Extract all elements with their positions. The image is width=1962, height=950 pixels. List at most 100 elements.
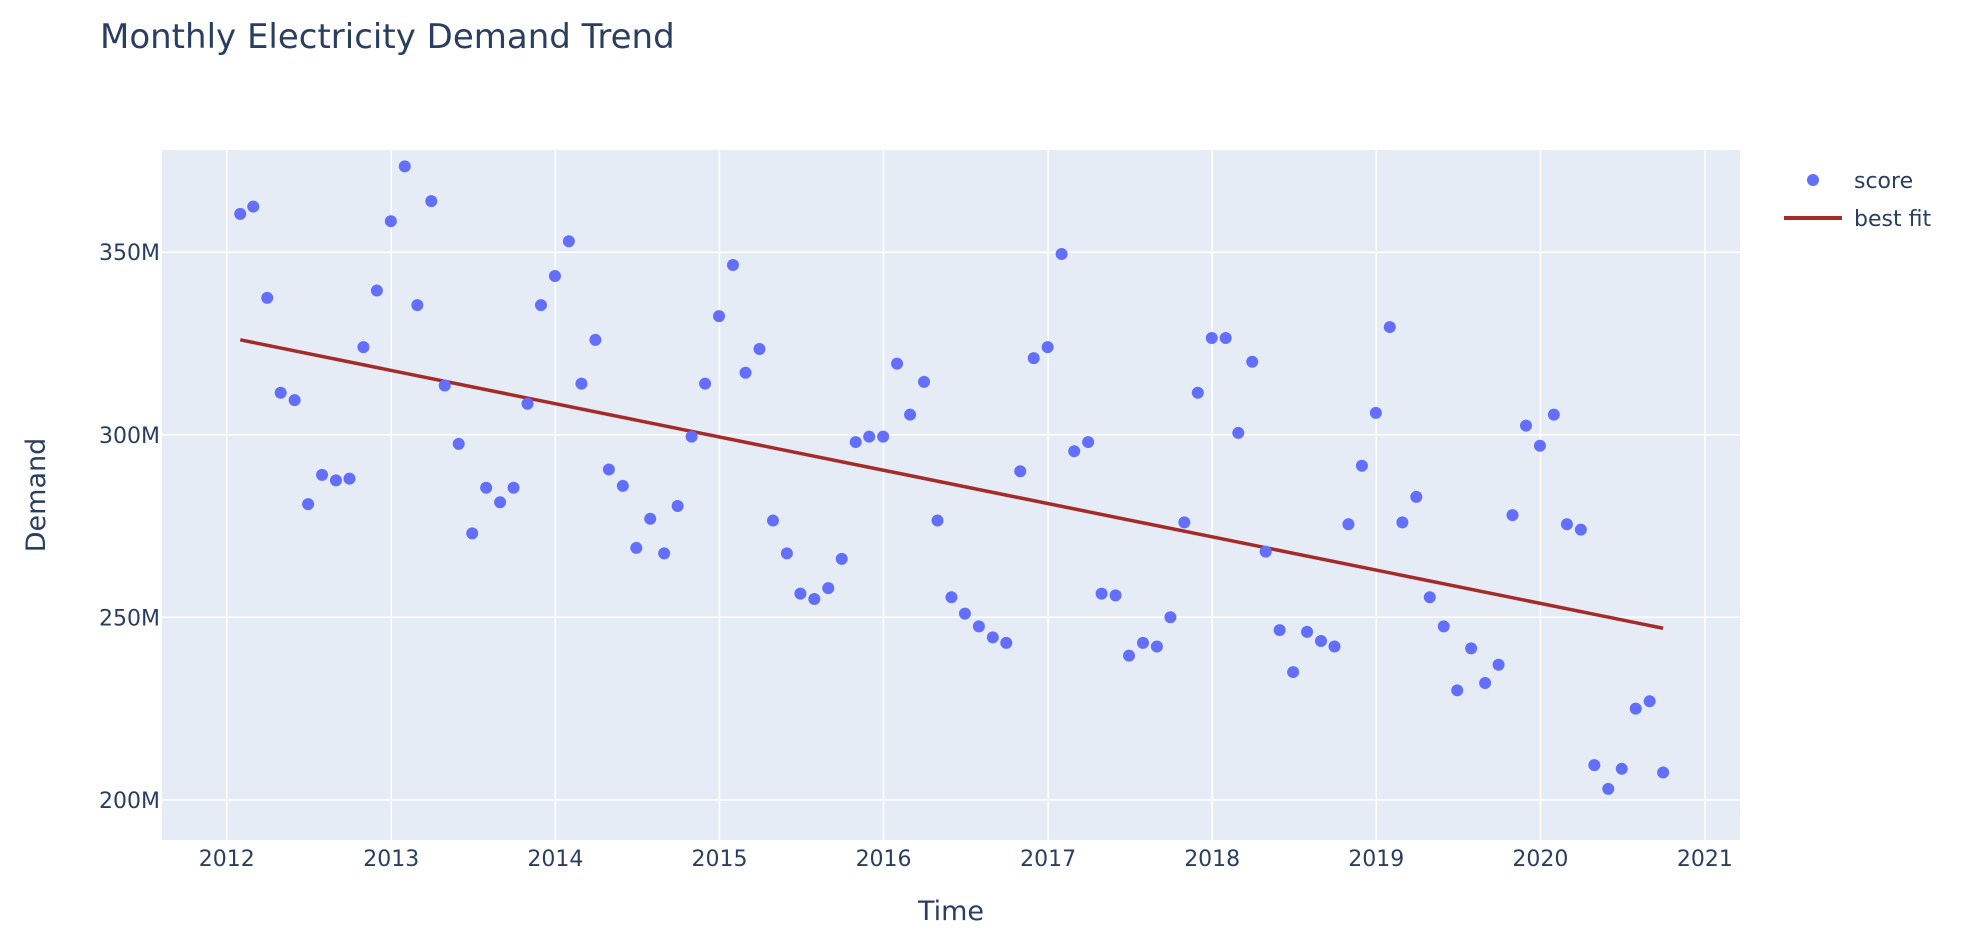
- score-point[interactable]: [1423, 591, 1436, 604]
- score-point[interactable]: [466, 527, 479, 540]
- score-point[interactable]: [1602, 782, 1615, 795]
- score-point[interactable]: [739, 366, 752, 379]
- score-point[interactable]: [1588, 759, 1601, 772]
- score-point[interactable]: [1301, 625, 1314, 638]
- score-point[interactable]: [274, 386, 287, 399]
- score-point[interactable]: [766, 514, 779, 527]
- score-point[interactable]: [1520, 419, 1533, 432]
- score-point[interactable]: [753, 342, 766, 355]
- score-point[interactable]: [302, 498, 315, 511]
- score-point[interactable]: [329, 474, 342, 487]
- score-point[interactable]: [1369, 406, 1382, 419]
- score-point[interactable]: [480, 481, 493, 494]
- score-point[interactable]: [384, 215, 397, 228]
- score-point[interactable]: [1560, 518, 1573, 531]
- score-point[interactable]: [658, 547, 671, 560]
- score-point[interactable]: [891, 357, 904, 370]
- score-point[interactable]: [835, 552, 848, 565]
- score-point[interactable]: [575, 377, 588, 390]
- score-point[interactable]: [1657, 766, 1670, 779]
- score-point[interactable]: [316, 468, 329, 481]
- score-point[interactable]: [1027, 352, 1040, 365]
- score-point[interactable]: [602, 463, 615, 476]
- legend[interactable]: score best fit: [1784, 169, 1931, 232]
- score-point[interactable]: [1547, 408, 1560, 421]
- legend-item-score[interactable]: score: [1807, 169, 1913, 194]
- score-point[interactable]: [1615, 762, 1628, 775]
- score-point[interactable]: [1150, 640, 1163, 653]
- score-point[interactable]: [931, 514, 944, 527]
- score-point[interactable]: [671, 499, 684, 512]
- score-point[interactable]: [616, 479, 629, 492]
- score-point[interactable]: [630, 541, 643, 554]
- score-point[interactable]: [1000, 636, 1013, 649]
- score-point[interactable]: [945, 591, 958, 604]
- score-point[interactable]: [452, 437, 465, 450]
- score-point[interactable]: [261, 291, 274, 304]
- score-point[interactable]: [1396, 516, 1409, 529]
- score-point[interactable]: [685, 430, 698, 443]
- score-point[interactable]: [1095, 587, 1108, 600]
- score-point[interactable]: [822, 582, 835, 595]
- score-point[interactable]: [1410, 490, 1423, 503]
- score-point[interactable]: [589, 333, 602, 346]
- score-point[interactable]: [1643, 695, 1656, 708]
- score-point[interactable]: [548, 269, 561, 282]
- score-point[interactable]: [357, 341, 370, 354]
- score-point[interactable]: [1574, 523, 1587, 536]
- score-point[interactable]: [521, 397, 534, 410]
- score-point[interactable]: [1219, 332, 1232, 345]
- score-point[interactable]: [699, 377, 712, 390]
- score-point[interactable]: [1178, 516, 1191, 529]
- score-point[interactable]: [918, 375, 931, 388]
- score-point[interactable]: [713, 310, 726, 323]
- score-point[interactable]: [1041, 341, 1054, 354]
- score-point[interactable]: [234, 207, 247, 220]
- score-point[interactable]: [1492, 658, 1505, 671]
- score-point[interactable]: [1014, 465, 1027, 478]
- score-point[interactable]: [1479, 677, 1492, 690]
- score-point[interactable]: [1383, 321, 1396, 334]
- score-point[interactable]: [1437, 620, 1450, 633]
- score-point[interactable]: [1328, 640, 1341, 653]
- score-point[interactable]: [1314, 635, 1327, 648]
- score-point[interactable]: [534, 299, 547, 312]
- score-point[interactable]: [1273, 624, 1286, 637]
- score-point[interactable]: [1232, 426, 1245, 439]
- score-point[interactable]: [425, 195, 438, 208]
- score-point[interactable]: [1451, 684, 1464, 697]
- score-point[interactable]: [494, 496, 507, 509]
- score-point[interactable]: [1123, 649, 1136, 662]
- score-point[interactable]: [1164, 611, 1177, 624]
- score-point[interactable]: [808, 593, 821, 606]
- score-point[interactable]: [986, 631, 999, 644]
- score-point[interactable]: [1355, 459, 1368, 472]
- score-point[interactable]: [1205, 332, 1218, 345]
- score-point[interactable]: [398, 160, 411, 173]
- score-point[interactable]: [411, 299, 424, 312]
- score-point[interactable]: [247, 200, 260, 213]
- score-point[interactable]: [1629, 702, 1642, 715]
- score-point[interactable]: [562, 235, 575, 248]
- score-point[interactable]: [1191, 386, 1204, 399]
- score-point[interactable]: [1465, 642, 1478, 655]
- score-point[interactable]: [1246, 355, 1259, 368]
- score-point[interactable]: [904, 408, 917, 421]
- score-point[interactable]: [1342, 518, 1355, 531]
- score-point[interactable]: [438, 379, 451, 392]
- score-point[interactable]: [1068, 445, 1081, 458]
- score-point[interactable]: [370, 284, 383, 297]
- legend-item-best-fit[interactable]: best fit: [1784, 207, 1931, 232]
- score-point[interactable]: [794, 587, 807, 600]
- score-point[interactable]: [1136, 636, 1149, 649]
- score-point[interactable]: [1055, 248, 1068, 261]
- score-point[interactable]: [780, 547, 793, 560]
- score-point[interactable]: [644, 512, 657, 525]
- score-point[interactable]: [1109, 589, 1122, 602]
- score-point[interactable]: [507, 481, 520, 494]
- score-point[interactable]: [863, 430, 876, 443]
- score-point[interactable]: [343, 472, 356, 485]
- score-point[interactable]: [877, 430, 890, 443]
- score-point[interactable]: [958, 607, 971, 620]
- score-point[interactable]: [1259, 545, 1272, 558]
